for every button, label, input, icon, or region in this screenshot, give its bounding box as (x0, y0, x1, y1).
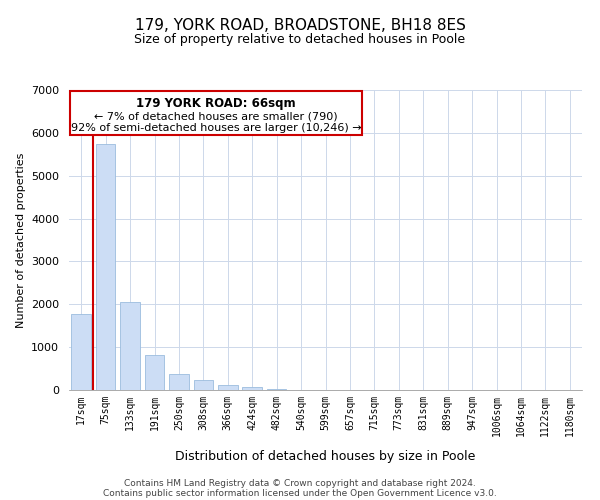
X-axis label: Distribution of detached houses by size in Poole: Distribution of detached houses by size … (175, 450, 476, 463)
FancyBboxPatch shape (70, 91, 362, 135)
Text: Contains public sector information licensed under the Open Government Licence v3: Contains public sector information licen… (103, 488, 497, 498)
Bar (242, 388, 262, 390)
Bar (71, 314, 91, 390)
Bar (169, 374, 188, 390)
Bar (96, 144, 115, 390)
Bar (218, 386, 238, 390)
Bar (194, 380, 213, 390)
Text: 179 YORK ROAD: 66sqm: 179 YORK ROAD: 66sqm (136, 96, 296, 110)
Bar (120, 302, 140, 390)
Text: Contains HM Land Registry data © Crown copyright and database right 2024.: Contains HM Land Registry data © Crown c… (124, 478, 476, 488)
Bar (267, 388, 286, 390)
Bar (145, 355, 164, 390)
Y-axis label: Number of detached properties: Number of detached properties (16, 152, 26, 328)
Text: 92% of semi-detached houses are larger (10,246) →: 92% of semi-detached houses are larger (… (71, 124, 361, 134)
Text: Size of property relative to detached houses in Poole: Size of property relative to detached ho… (134, 32, 466, 46)
Text: ← 7% of detached houses are smaller (790): ← 7% of detached houses are smaller (790… (94, 112, 338, 122)
Text: 179, YORK ROAD, BROADSTONE, BH18 8ES: 179, YORK ROAD, BROADSTONE, BH18 8ES (134, 18, 466, 32)
